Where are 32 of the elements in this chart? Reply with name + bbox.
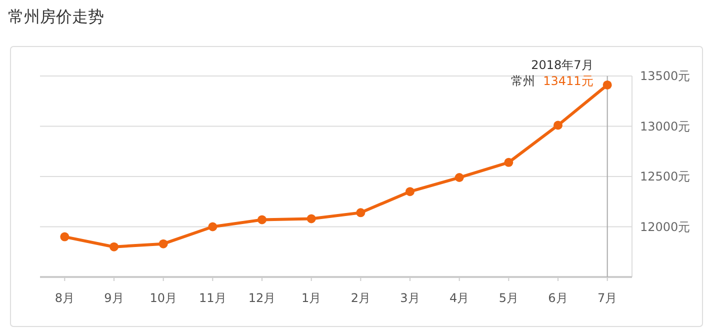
annotation: 2018年7月	[531, 58, 594, 72]
data-label: 13411元	[543, 74, 594, 88]
x-tick-label: 12月	[248, 291, 276, 305]
point	[356, 208, 366, 218]
x-tick-label: 10月	[150, 291, 177, 305]
point	[110, 242, 118, 252]
point	[554, 120, 562, 130]
point	[158, 239, 168, 248]
point	[602, 80, 612, 90]
x-tick-label: 9月	[104, 291, 124, 305]
point	[60, 232, 70, 242]
x-tick-label: 1月	[302, 291, 322, 305]
y-tick-label: 12500元	[640, 170, 690, 184]
x-tick-label: 4月	[450, 291, 470, 305]
point	[504, 158, 514, 167]
point	[406, 187, 414, 196]
x-tick-label: 11月	[199, 291, 226, 305]
x-tick-label: 2月	[350, 291, 370, 305]
x-tick-label: 8月	[54, 291, 74, 305]
y-tick-label: 13000元	[640, 119, 690, 134]
y-tick-label: 12000元	[640, 220, 690, 234]
text: 常州	[511, 74, 536, 88]
x-tick-label: 6月	[548, 291, 568, 305]
point	[208, 222, 218, 232]
x-tick-label: 5月	[498, 291, 518, 305]
point	[258, 215, 266, 224]
chart-title: 常州房价走势	[8, 7, 104, 26]
x-tick-label: 7月	[598, 291, 618, 305]
y-tick-label: 13500元	[640, 69, 690, 83]
point	[306, 214, 316, 224]
x-tick-label: 3月	[400, 291, 420, 305]
point	[454, 173, 464, 182]
